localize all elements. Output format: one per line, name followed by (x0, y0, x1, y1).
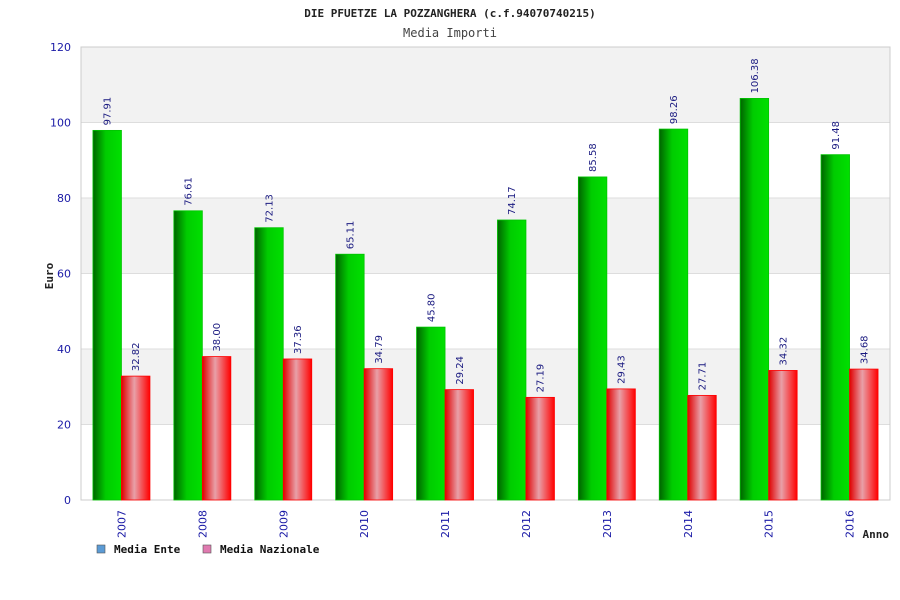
data-label: 37.36 (293, 325, 304, 354)
x-tick-label: 2014 (682, 510, 695, 538)
data-label: 34.68 (859, 335, 870, 364)
x-tick-label: 2016 (844, 510, 857, 538)
data-label: 72.13 (265, 194, 276, 223)
x-tick-label: 2012 (520, 510, 533, 538)
data-label: 85.58 (588, 143, 599, 172)
bar-media-ente (335, 253, 365, 501)
legend-swatch-media-nazionale (202, 544, 212, 554)
bar-media-nazionale (606, 388, 636, 501)
bar-media-ente (92, 129, 122, 501)
data-label: 27.71 (698, 362, 709, 391)
x-tick-label: 2007 (115, 510, 128, 538)
data-label: 29.43 (617, 355, 628, 384)
bar-media-ente (577, 176, 608, 501)
bar-media-nazionale (444, 389, 474, 501)
bars (92, 98, 879, 501)
legend-swatch-media-ente (96, 544, 106, 554)
y-axis-ticks: 0 20 40 60 80 100 120 (50, 41, 71, 507)
data-label: 97.91 (103, 97, 114, 126)
bar-media-nazionale (201, 356, 232, 501)
bar-media-ente (497, 219, 527, 501)
y-tick-label: 80 (57, 192, 71, 205)
x-tick-label: 2009 (277, 510, 290, 538)
bar-media-ente (739, 98, 770, 501)
data-label: 65.11 (345, 221, 356, 250)
legend-label-media-nazionale: Media Nazionale (220, 543, 320, 556)
x-tick-label: 2010 (358, 510, 371, 538)
x-tick-label: 2011 (439, 510, 452, 538)
bar-media-nazionale (363, 368, 394, 501)
data-label: 74.17 (507, 186, 518, 215)
chart-subtitle: Media Importi (403, 26, 497, 40)
y-tick-label: 20 (57, 419, 71, 432)
data-label: 76.61 (184, 177, 195, 206)
bar-media-ente (254, 227, 284, 501)
data-label: 34.79 (374, 335, 385, 364)
bar-media-nazionale (687, 394, 717, 501)
data-label: 27.19 (536, 364, 547, 393)
x-tick-label: 2008 (196, 510, 209, 538)
bar-media-nazionale (768, 370, 798, 501)
data-label: 91.48 (831, 121, 842, 150)
chart-title: DIE PFUETZE LA POZZANGHERA (c.f.94070740… (304, 7, 595, 20)
y-tick-label: 60 (57, 268, 71, 281)
legend-label-media-ente: Media Ente (114, 543, 181, 556)
y-tick-label: 0 (64, 494, 71, 507)
bar-media-ente (820, 154, 850, 501)
x-axis-label: Anno (863, 528, 890, 541)
data-label: 34.32 (778, 337, 789, 366)
data-label: 32.82 (131, 342, 142, 371)
x-axis-ticks: 2007 2008 2009 2010 2011 2012 2013 2014 2015 2016 (115, 510, 856, 538)
bar-media-nazionale (282, 358, 313, 501)
legend: Media Ente Media Nazionale (96, 543, 320, 556)
data-label: 98.26 (669, 95, 680, 124)
bar-media-ente (416, 326, 446, 501)
data-label: 29.24 (455, 356, 466, 385)
plot-border (80, 46, 891, 501)
x-tick-label: 2015 (763, 510, 776, 538)
bar-media-nazionale (525, 396, 555, 501)
data-label: 38.00 (212, 323, 223, 352)
x-tick-label: 2013 (601, 510, 614, 538)
y-tick-label: 40 (57, 343, 71, 356)
y-axis-label: Euro (43, 262, 56, 289)
bar-media-nazionale (849, 368, 879, 501)
data-label: 106.38 (750, 58, 761, 93)
bar-media-ente (173, 210, 203, 501)
y-tick-label: 100 (50, 117, 71, 130)
value-labels: 97.91 32.82 76.61 38.00 72.13 37.36 65.11 34.79… (103, 58, 871, 392)
bar-media-ente (658, 128, 689, 501)
data-label: 45.80 (426, 293, 437, 322)
y-tick-label: 120 (50, 41, 71, 54)
bar-media-nazionale (121, 375, 151, 501)
